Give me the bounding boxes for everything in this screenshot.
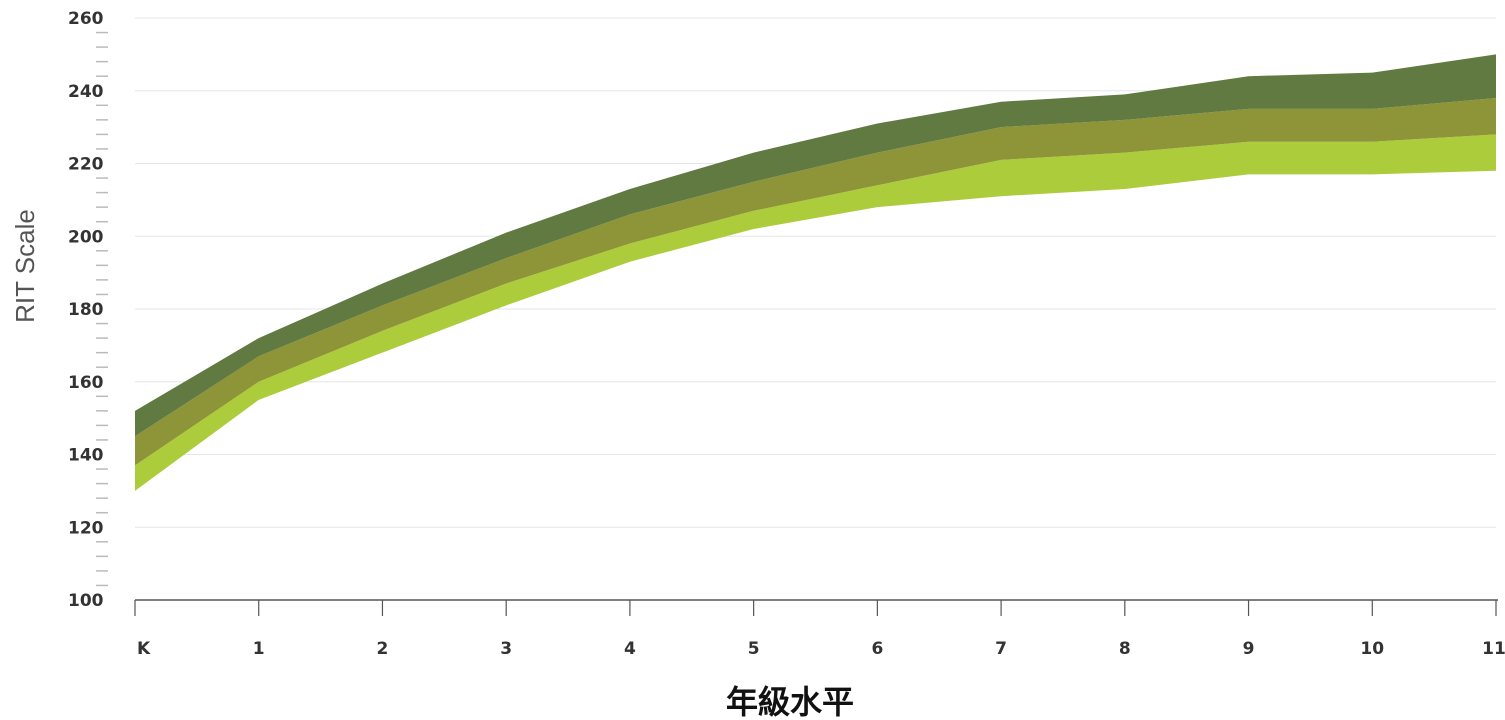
x-tick-label: 2 xyxy=(377,639,389,659)
x-tick-label: 7 xyxy=(995,639,1007,659)
x-tick-label: 11 xyxy=(1482,639,1505,659)
data-bands xyxy=(135,54,1496,491)
y-axis-label: RIT Scale xyxy=(10,209,40,323)
x-tick-label: K xyxy=(137,639,151,659)
tick-labels: K 1 2 3 4 5 6 7 8 9 10 11 100 120 140 160 180 200 220 240 26… xyxy=(68,9,1505,659)
y-tick-label: 240 xyxy=(68,82,104,102)
y-tick-label: 120 xyxy=(68,518,104,538)
data-band-1 xyxy=(135,134,1496,491)
data-band-3 xyxy=(135,54,1496,437)
x-tick-label: 5 xyxy=(748,639,760,659)
y-tick-label: 260 xyxy=(68,9,104,29)
axes xyxy=(96,31,1498,616)
x-axis-label: 年級水平 xyxy=(726,683,854,720)
x-tick-label: 3 xyxy=(500,639,512,659)
x-tick-label: 4 xyxy=(624,639,636,659)
y-tick-label: 140 xyxy=(68,446,104,466)
y-tick-label: 160 xyxy=(68,373,104,393)
y-tick-label: 200 xyxy=(68,227,104,247)
data-band-2 xyxy=(135,98,1496,466)
x-tick-label: 8 xyxy=(1119,639,1131,659)
y-tick-label: 100 xyxy=(68,591,104,611)
x-tick-label: 1 xyxy=(253,639,265,659)
y-tick-label: 220 xyxy=(68,155,104,175)
x-tick-label: 6 xyxy=(871,639,883,659)
y-tick-label: 180 xyxy=(68,300,104,320)
x-tick-label: 9 xyxy=(1243,639,1255,659)
x-tick-label: 10 xyxy=(1360,639,1384,659)
